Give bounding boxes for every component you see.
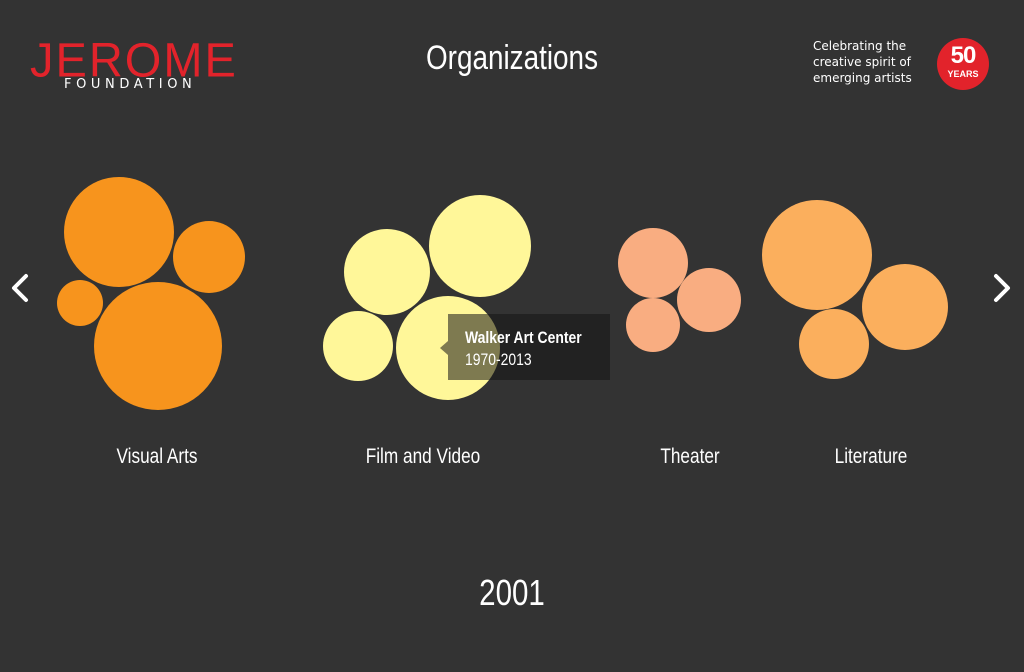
badge-number: 50 <box>950 42 977 69</box>
category-label-literature[interactable]: Literature <box>834 445 908 468</box>
visual-arts-org-1-bubble[interactable] <box>64 177 174 287</box>
logo-subtitle: FOUNDATION <box>64 77 197 92</box>
tagline-line-3: emerging artists <box>813 71 912 85</box>
tagline: Celebrating the creative spirit of emerg… <box>813 38 923 86</box>
theater-org-1-bubble[interactable] <box>618 228 688 298</box>
film-video-org-2-bubble[interactable] <box>429 195 531 297</box>
current-year: 2001 <box>479 572 545 613</box>
literature-org-1-bubble[interactable] <box>762 200 872 310</box>
tooltip-org-name: Walker Art Center <box>465 328 582 347</box>
tooltip-caret <box>440 341 448 355</box>
anniversary-badge: 50 YEARS <box>937 38 989 90</box>
bubble-group-2 <box>618 228 741 352</box>
tagline-line-2: creative spirit of <box>813 55 911 69</box>
tooltip-org-years: 1970-2013 <box>465 350 532 369</box>
theater-org-2-bubble[interactable] <box>677 268 741 332</box>
jerome-foundation-logo[interactable]: JEROME FOUNDATION <box>30 35 236 96</box>
bubble-group-0 <box>57 177 245 410</box>
next-button[interactable] <box>986 268 1020 308</box>
tagline-line-1: Celebrating the <box>813 39 907 53</box>
category-label-visual-arts[interactable]: Visual Arts <box>116 445 198 468</box>
badge-label: YEARS <box>947 69 979 79</box>
film-video-org-1-bubble[interactable] <box>344 229 430 315</box>
organization-tooltip: Walker Art Center 1970-2013 <box>440 314 610 380</box>
bubble-group-3 <box>762 200 948 379</box>
logo-wordmark: JEROME <box>30 32 238 87</box>
chevron-left-icon <box>12 274 28 302</box>
theater-org-3-bubble[interactable] <box>626 298 680 352</box>
category-label-theater[interactable]: Theater <box>660 445 720 468</box>
visual-arts-org-2-bubble[interactable] <box>173 221 245 293</box>
visual-arts-org-3-bubble[interactable] <box>57 280 103 326</box>
literature-org-2-bubble[interactable] <box>862 264 948 350</box>
chevron-right-icon <box>994 274 1010 302</box>
literature-org-3-bubble[interactable] <box>799 309 869 379</box>
previous-button[interactable] <box>4 268 38 308</box>
film-video-org-3-bubble[interactable] <box>323 311 393 381</box>
category-label-film-video[interactable]: Film and Video <box>365 445 481 468</box>
visual-arts-org-4-bubble[interactable] <box>94 282 222 410</box>
page-title: Organizations <box>425 39 599 77</box>
